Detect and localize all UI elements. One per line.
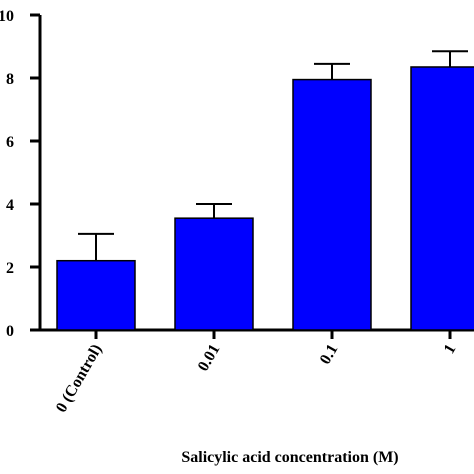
- bar: [174, 217, 254, 331]
- x-tick-label: 0.01: [195, 342, 224, 375]
- y-tick-label: 6: [6, 134, 14, 151]
- x-tick-label: 0 (Control): [53, 342, 106, 416]
- y-tick-label: 4: [6, 197, 14, 214]
- y-tick-label: 8: [6, 71, 14, 88]
- x-tick-label: 0.1: [317, 342, 342, 368]
- x-tick-label: 1: [441, 342, 460, 357]
- bar: [410, 66, 474, 331]
- y-tick-label: 2: [6, 260, 14, 277]
- x-axis-label: Salicylic acid concentration (M): [181, 449, 398, 466]
- y-tick-label: 0: [6, 323, 14, 340]
- bar: [292, 78, 372, 331]
- y-tick-label: 10: [0, 8, 14, 25]
- bar: [56, 259, 136, 331]
